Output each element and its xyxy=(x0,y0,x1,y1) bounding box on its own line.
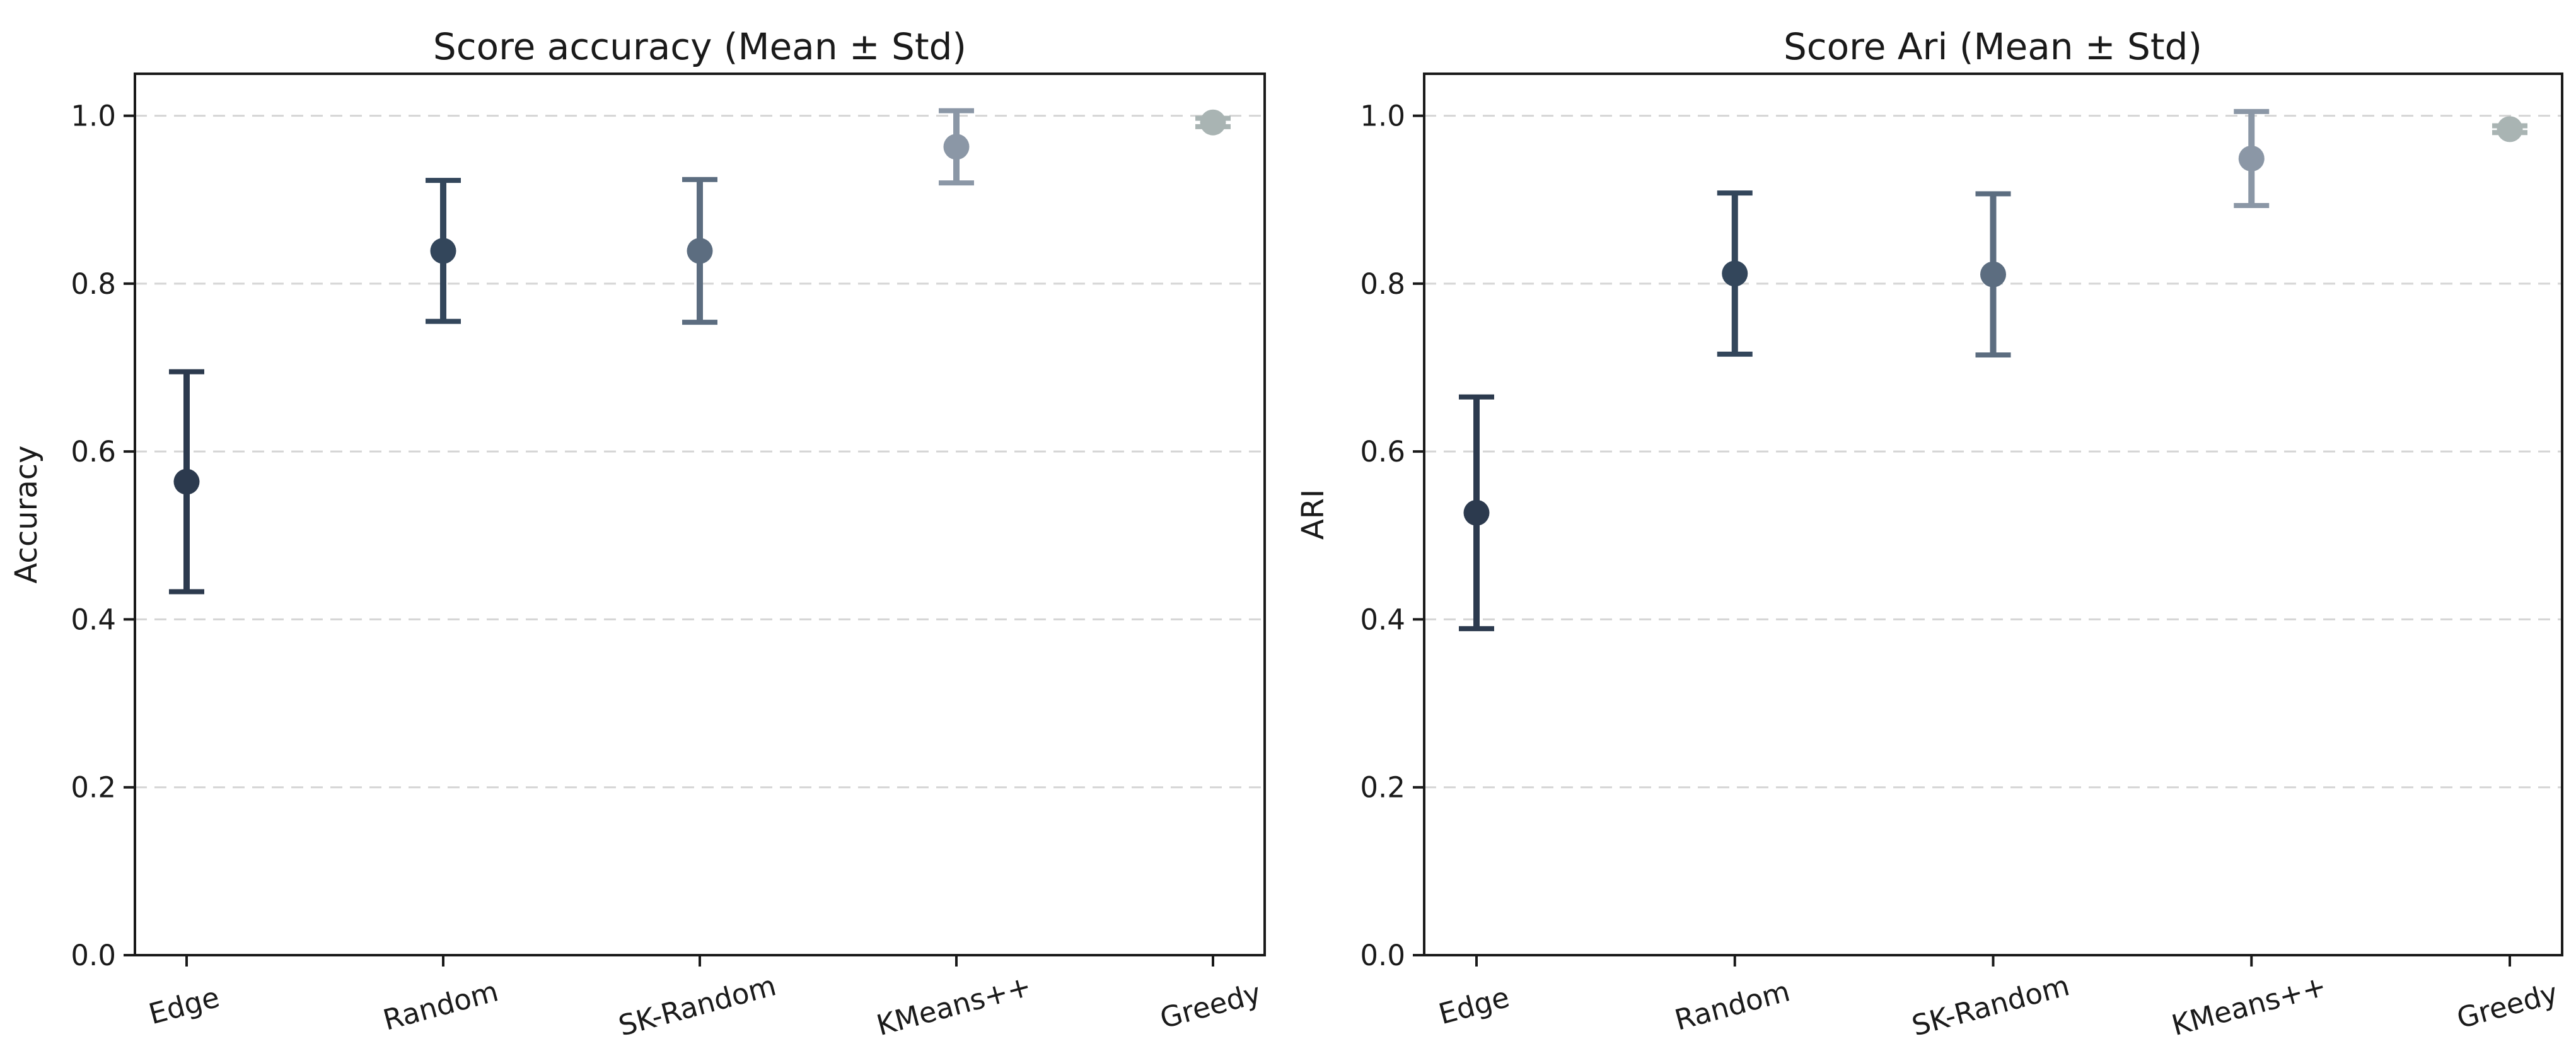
chart-0-plot: 0.0 0.2 0.4 0.6 0.8 1.0 Edge Random SK-Random KMe… xyxy=(71,73,1266,1043)
data-point-kmeans++ xyxy=(2238,145,2265,171)
y-tick-label: 0.4 xyxy=(71,603,116,636)
data-point-greedy xyxy=(1200,109,1226,136)
chart-title: Score Ari (Mean ± Std) xyxy=(1784,25,2202,68)
data-point-greedy xyxy=(2497,116,2523,142)
x-tick-label-sk-random: SK-Random xyxy=(1908,968,2073,1042)
data-point-sk-random xyxy=(1980,261,2006,287)
x-tick-label-greedy: Greedy xyxy=(1156,976,1264,1035)
chart-accuracy: 0.0 0.2 0.4 0.6 0.8 1.0 Edge Random SK-Random KMe… xyxy=(9,25,1266,1043)
x-tick-label-edge: Edge xyxy=(145,980,223,1031)
y-tick-label: 0.8 xyxy=(71,267,116,301)
data-point-edge xyxy=(1463,499,1490,526)
y-tick-label: 0.6 xyxy=(1360,435,1405,468)
y-tick-label: 0.0 xyxy=(71,939,116,972)
chart-title: Score accuracy (Mean ± Std) xyxy=(433,25,966,68)
data-point-sk-random xyxy=(687,238,713,264)
y-axis-label: ARI xyxy=(1296,489,1331,540)
y-tick-label: 0.4 xyxy=(1360,603,1405,636)
y-tick-label: 0.2 xyxy=(71,771,116,804)
chart-1-plot: 0.0 0.2 0.4 0.6 0.8 1.0 Edge Random SK-Random KMe… xyxy=(1360,73,2563,1043)
data-point-random xyxy=(1722,260,1748,287)
x-tick-label-random: Random xyxy=(380,974,502,1036)
x-tick-label-greedy: Greedy xyxy=(2453,976,2561,1035)
data-point-edge xyxy=(173,468,200,495)
x-tick-label-kmeans++: KMeans++ xyxy=(873,969,1035,1042)
y-tick-label: 1.0 xyxy=(71,100,116,133)
chart-ari: 0.0 0.2 0.4 0.6 0.8 1.0 Edge Random SK-Random KMe… xyxy=(1296,25,2563,1043)
data-point-kmeans++ xyxy=(943,134,970,160)
x-tick-label-kmeans++: KMeans++ xyxy=(2168,969,2329,1042)
y-tick-label: 0.6 xyxy=(71,435,116,468)
y-tick-label: 0.0 xyxy=(1360,939,1405,972)
x-tick-label-edge: Edge xyxy=(1435,980,1512,1031)
y-tick-label: 0.8 xyxy=(1360,267,1405,301)
y-tick-label: 0.2 xyxy=(1360,771,1405,804)
data-point-random xyxy=(430,238,456,264)
x-tick-label-random: Random xyxy=(1671,974,1794,1036)
y-tick-label: 1.0 xyxy=(1360,100,1405,133)
x-tick-label-sk-random: SK-Random xyxy=(615,968,780,1042)
y-axis-label: Accuracy xyxy=(9,445,44,583)
